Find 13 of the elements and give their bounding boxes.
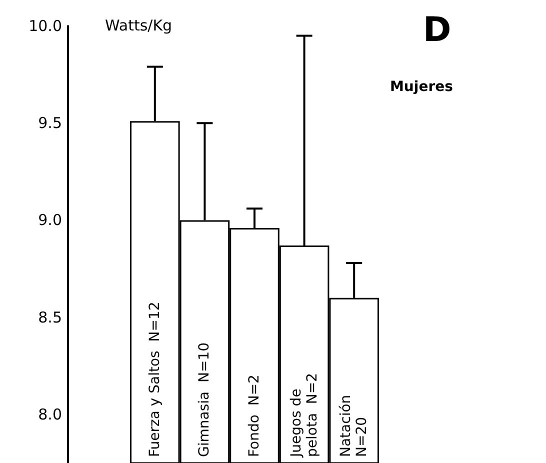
y-tick-label: 8.0: [38, 405, 62, 424]
y-axis-title: Watts/Kg: [105, 16, 172, 34]
x-tick-label: Natación N=20: [338, 394, 370, 457]
chart-title: D: [423, 10, 452, 50]
x-tick-label: Fondo N=2: [246, 374, 262, 457]
y-tick-label: 8.5: [38, 308, 62, 326]
y-tick-label: 9.0: [38, 211, 62, 230]
text: Mujeres: [390, 79, 453, 95]
x-tick-label: Gimnasia N=10: [196, 342, 213, 457]
x-tick-label: Juegos de pelota N=2: [288, 372, 320, 458]
y-tick-label: 10.0: [28, 17, 62, 35]
y-tick-label: 9.5: [38, 114, 62, 132]
x-tick-label: Fuerza y Saltos N=12: [146, 302, 163, 457]
